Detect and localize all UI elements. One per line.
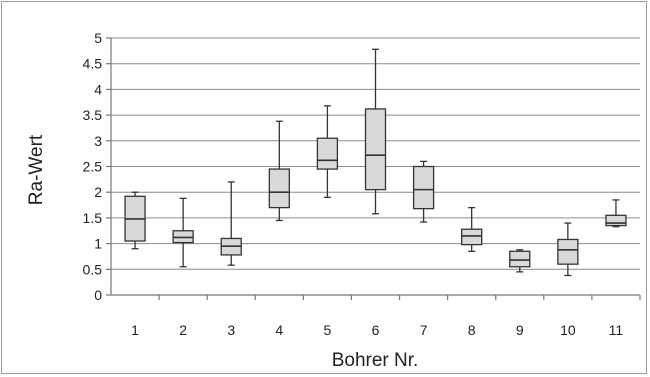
iqr-box bbox=[364, 108, 387, 191]
iqr-box bbox=[557, 238, 579, 265]
box-8 bbox=[461, 206, 483, 252]
box-series bbox=[124, 48, 627, 277]
box-3 bbox=[220, 181, 242, 266]
iqr-box bbox=[316, 137, 339, 170]
box-1 bbox=[124, 191, 146, 250]
y-tick-label: 5 bbox=[94, 30, 102, 46]
x-tick-label: 5 bbox=[324, 322, 332, 338]
box-4 bbox=[268, 120, 290, 222]
x-tick-labels: 1 2 3 4 5 6 7 8 9 10 11 bbox=[131, 295, 641, 338]
box-10 bbox=[557, 222, 579, 277]
box-5 bbox=[316, 105, 339, 198]
box-9 bbox=[509, 249, 531, 273]
iqr-box bbox=[268, 168, 290, 209]
y-tick-label: 0 bbox=[94, 287, 102, 303]
box-11 bbox=[605, 199, 627, 228]
x-tick-label: 4 bbox=[275, 322, 283, 338]
x-tick-label: 6 bbox=[372, 322, 380, 338]
y-tick-label: 0.5 bbox=[83, 261, 103, 277]
x-tick-label: 8 bbox=[468, 322, 476, 338]
y-tick-label: 2.5 bbox=[83, 159, 103, 175]
x-axis-title: Bohrer Nr. bbox=[332, 350, 419, 371]
y-tick-label: 1 bbox=[94, 236, 102, 252]
y-tick-label: 3 bbox=[94, 133, 102, 149]
y-tick-label: 2 bbox=[94, 184, 102, 200]
x-tick-label: 3 bbox=[227, 322, 235, 338]
y-tick-labels: 0 0.5 1 1.5 2 2.5 3 3.5 4 4.5 5 bbox=[83, 30, 103, 303]
y-tick-label: 3.5 bbox=[83, 107, 103, 123]
box-6 bbox=[364, 48, 387, 215]
x-tick-label: 11 bbox=[609, 322, 624, 338]
y-tick-label: 4 bbox=[94, 81, 102, 97]
iqr-box bbox=[605, 214, 627, 227]
iqr-box bbox=[461, 228, 483, 246]
iqr-box bbox=[412, 165, 435, 210]
y-tick-label: 4.5 bbox=[83, 56, 103, 72]
x-tick-label: 1 bbox=[131, 322, 139, 338]
x-tick-label: 7 bbox=[420, 322, 428, 338]
x-tick-label: 2 bbox=[179, 322, 187, 338]
box-7 bbox=[412, 160, 435, 223]
y-axis-title: Ra-Wert bbox=[26, 134, 47, 205]
y-tick-label: 1.5 bbox=[83, 210, 103, 226]
x-tick-label: 9 bbox=[516, 322, 524, 338]
box-2 bbox=[172, 197, 194, 268]
x-tick-label: 10 bbox=[560, 322, 576, 338]
iqr-box bbox=[509, 250, 531, 268]
